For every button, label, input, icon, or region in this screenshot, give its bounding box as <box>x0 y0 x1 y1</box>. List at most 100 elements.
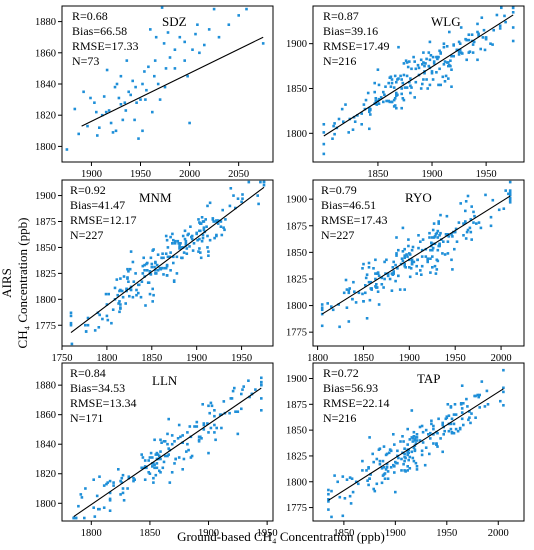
y-tick-label: 1775 <box>35 321 56 332</box>
data-point <box>383 277 386 281</box>
data-point <box>201 236 205 240</box>
data-point <box>445 45 449 48</box>
data-point <box>393 97 397 100</box>
data-point <box>437 417 440 421</box>
data-point <box>98 313 101 317</box>
data-point <box>465 397 468 401</box>
data-point <box>232 194 235 197</box>
data-point <box>172 280 176 283</box>
data-point <box>117 96 121 100</box>
data-point <box>404 456 407 460</box>
data-point <box>159 471 162 474</box>
regression-line <box>321 195 511 315</box>
data-point <box>424 446 428 449</box>
data-point <box>149 451 153 455</box>
data-point <box>427 64 431 68</box>
x-tick-label: 1850 <box>353 353 374 364</box>
data-point <box>380 481 384 485</box>
data-point <box>434 272 438 275</box>
data-point <box>486 403 490 406</box>
data-point <box>206 234 209 238</box>
data-point <box>151 287 154 291</box>
data-point <box>372 487 375 491</box>
x-tick-label: 1900 <box>81 169 102 180</box>
data-point <box>511 26 515 29</box>
data-point <box>221 208 224 212</box>
data-point <box>69 314 73 318</box>
data-point <box>437 55 440 59</box>
data-point <box>86 323 90 327</box>
data-point <box>431 55 435 59</box>
data-point <box>367 483 370 487</box>
data-point <box>169 235 172 239</box>
data-point <box>402 462 405 466</box>
data-point <box>412 55 415 59</box>
data-point <box>353 290 356 293</box>
data-point <box>202 423 206 427</box>
data-point <box>511 11 515 14</box>
data-point <box>262 183 266 187</box>
x-tick-label: 1850 <box>333 528 354 539</box>
data-point <box>333 132 336 136</box>
data-point <box>469 421 472 425</box>
data-point <box>386 274 390 278</box>
data-point <box>392 433 395 436</box>
data-point <box>342 291 346 295</box>
data-point <box>388 277 392 281</box>
data-point <box>442 42 446 45</box>
data-point <box>394 279 397 283</box>
data-point <box>206 246 209 249</box>
data-point <box>364 98 368 102</box>
data-point <box>410 67 413 71</box>
data-point <box>364 291 367 295</box>
data-point <box>408 467 412 470</box>
data-point <box>154 473 158 477</box>
data-point <box>200 216 204 219</box>
data-point <box>368 110 371 114</box>
data-point <box>166 246 170 249</box>
site-label: WLG <box>431 14 461 29</box>
data-point <box>326 302 329 305</box>
data-point <box>372 267 375 270</box>
data-point <box>111 308 115 311</box>
data-point <box>143 465 147 468</box>
data-point <box>257 202 260 206</box>
data-point <box>240 200 243 204</box>
data-point <box>107 292 110 296</box>
x-tick-label: 1900 <box>198 528 219 539</box>
data-point <box>347 320 351 323</box>
data-point <box>354 480 358 484</box>
x-axis-label: Ground-based CH₄ Concentration (ppb) <box>177 529 385 544</box>
data-point <box>411 456 415 460</box>
data-point <box>208 238 212 242</box>
data-point <box>128 267 132 271</box>
data-point <box>121 118 125 122</box>
data-point <box>438 242 441 246</box>
data-point <box>351 128 355 131</box>
data-point <box>441 75 445 79</box>
y-tick-label: 1800 <box>35 142 56 153</box>
data-point <box>406 65 410 69</box>
data-point <box>419 269 422 272</box>
data-point <box>186 431 189 434</box>
data-point <box>177 242 180 245</box>
data-point <box>115 278 119 281</box>
data-point <box>424 255 428 258</box>
y-axis-label-line2: CH₄ Concentration (ppb) <box>15 218 30 349</box>
data-point <box>158 454 161 458</box>
data-point <box>207 28 211 31</box>
y-tick-label: 1850 <box>286 248 307 259</box>
data-point <box>162 460 166 464</box>
data-point <box>403 288 406 291</box>
data-point <box>452 431 456 435</box>
data-point <box>93 101 96 104</box>
plot-frame <box>312 179 525 347</box>
data-point <box>395 91 398 95</box>
data-point <box>453 247 456 251</box>
data-point <box>338 495 342 499</box>
data-point <box>385 452 389 456</box>
data-point <box>410 248 414 252</box>
data-point <box>127 90 130 94</box>
data-point <box>108 499 112 502</box>
data-point <box>383 93 386 97</box>
